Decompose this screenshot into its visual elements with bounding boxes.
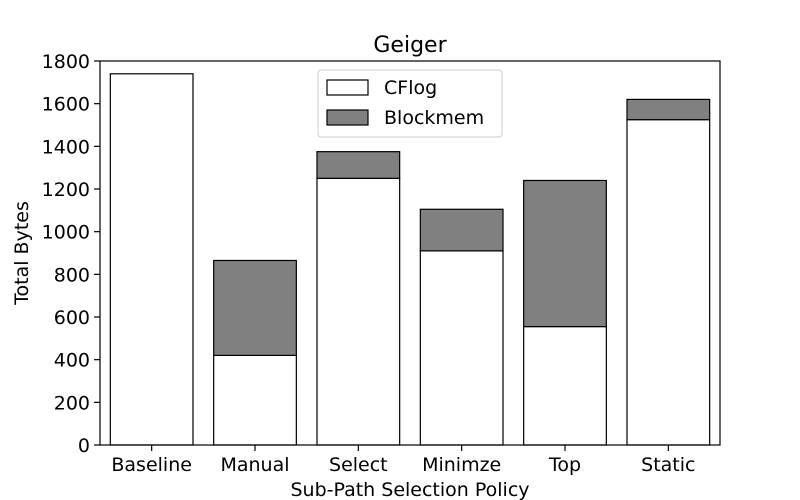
plot-frame <box>99 60 721 446</box>
y-axis: 0 200 400 600 800 1000 1200 1400 1600 1800 <box>42 51 100 457</box>
x-tick-label: Top <box>548 454 581 476</box>
y-tick-label: 600 <box>54 307 90 329</box>
y-tick-label: 0 <box>78 435 90 457</box>
bars-group <box>109 73 711 446</box>
bar-cflog-static <box>626 119 711 446</box>
x-tick-label: Static <box>641 454 695 476</box>
y-tick-label: 1000 <box>42 222 90 244</box>
x-tick-label: Select <box>329 454 388 476</box>
bar-cflog-baseline <box>109 73 194 446</box>
y-tick-label: 1600 <box>42 94 90 116</box>
y-tick-label: 1800 <box>42 51 90 73</box>
y-tick-label: 400 <box>54 350 90 372</box>
x-tick-label: Manual <box>220 454 289 476</box>
bar-blockmem-static <box>626 98 711 121</box>
x-axis-label: Sub-Path Selection Policy <box>290 479 529 500</box>
legend-swatch-blockmem <box>326 109 369 126</box>
bar-blockmem-minimze <box>419 208 504 252</box>
x-tick-label: Minimze <box>422 454 501 476</box>
bar-cflog-select <box>316 177 401 446</box>
bar-cflog-manual <box>213 354 297 446</box>
bar-cflog-top <box>523 326 607 446</box>
x-tick-label: Baseline <box>111 454 192 476</box>
legend: CFlog Blockmem <box>317 69 503 138</box>
legend-label-blockmem: Blockmem <box>384 107 484 129</box>
y-tick-label: 1400 <box>42 136 90 158</box>
y-tick-label: 800 <box>54 264 90 286</box>
x-axis: Baseline Manual Select Minimze Top Static <box>111 445 695 476</box>
chart-title: Geiger <box>373 33 447 58</box>
y-axis-label: Total Bytes <box>11 201 33 306</box>
y-tick-label: 200 <box>54 392 90 414</box>
legend-swatch-cflog <box>326 79 369 96</box>
bar-blockmem-select <box>316 151 401 179</box>
y-tick-label: 1200 <box>42 179 90 201</box>
bar-cflog-minimze <box>419 250 504 446</box>
bar-blockmem-top <box>523 179 607 328</box>
bar-blockmem-manual <box>213 259 297 357</box>
legend-label-cflog: CFlog <box>384 77 437 99</box>
